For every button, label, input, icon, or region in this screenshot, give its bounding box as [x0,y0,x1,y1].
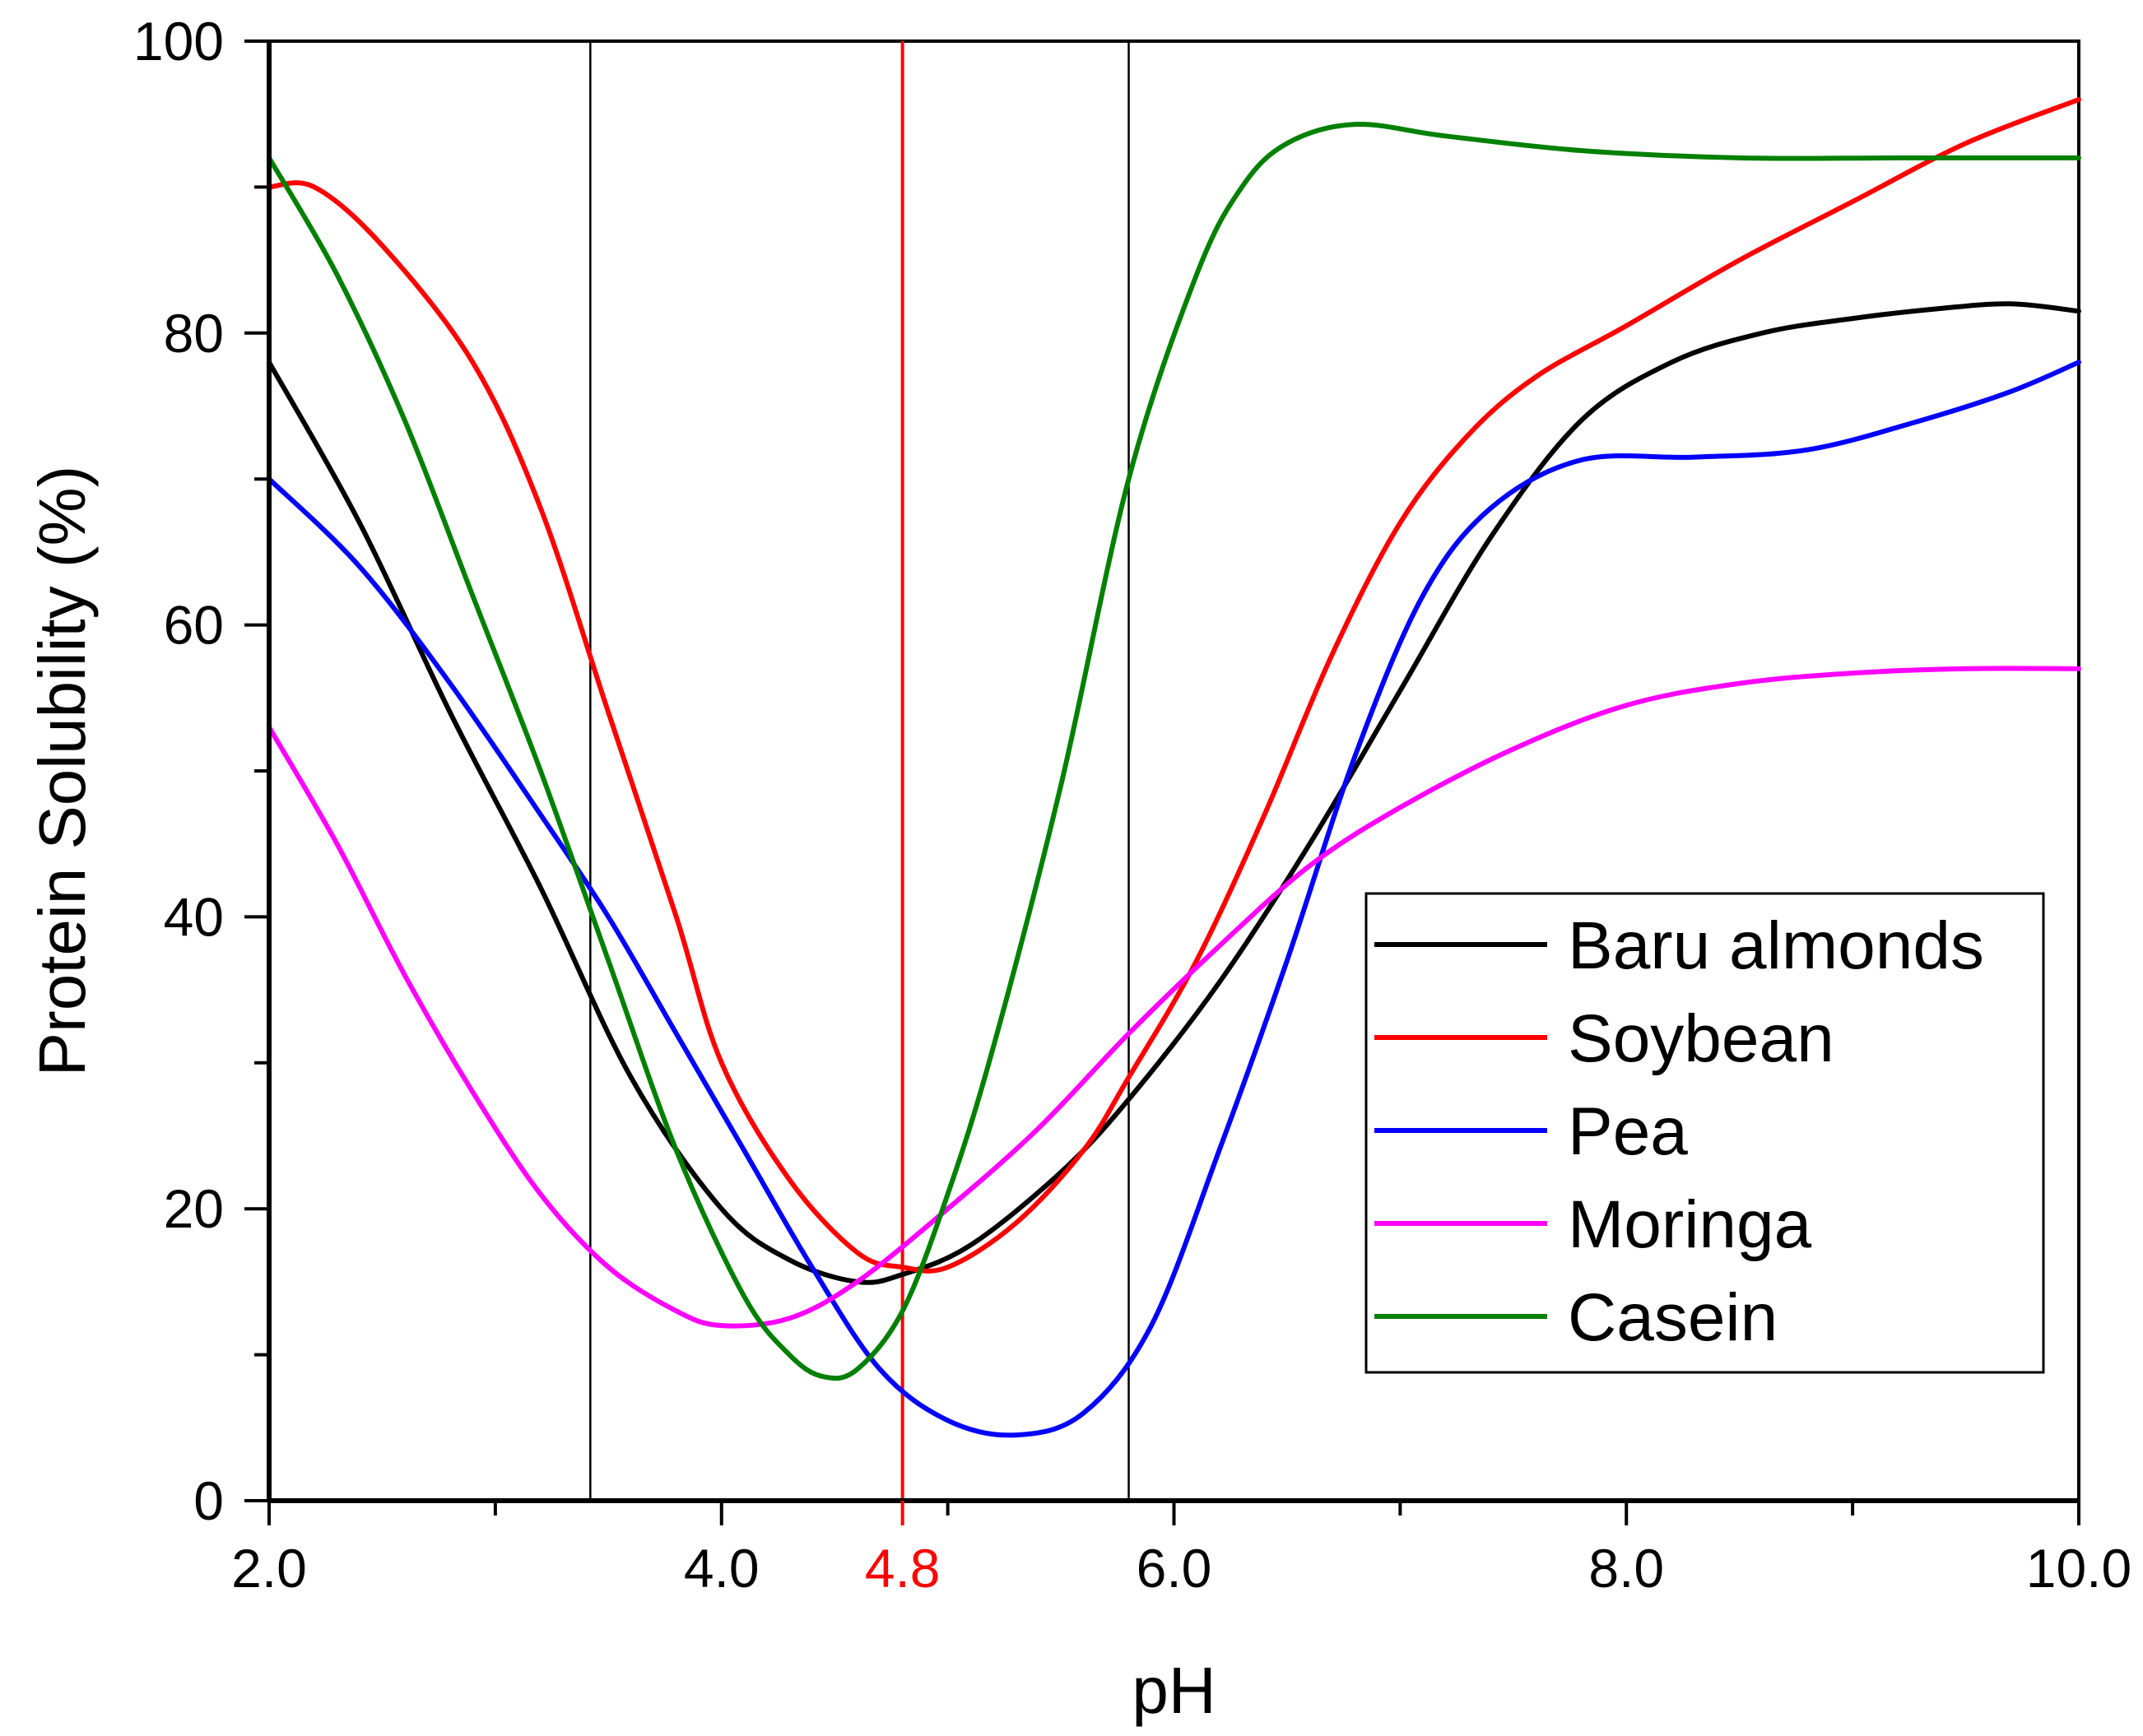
legend: Baru almonds Soybean Pea Moringa Casein [1364,892,2045,1374]
series-line-soybean [267,97,2081,1274]
series-line-moringa [267,666,2081,1329]
y-tick-label: 40 [164,886,224,947]
y-tick-label: 60 [164,595,224,656]
x-tick-label: 8.0 [1588,1538,1664,1599]
legend-label-baru-almonds: Baru almonds [1568,908,1984,983]
series-line-baru-almonds [267,301,2081,1285]
y-axis-title: Protein Solubility (%) [26,466,99,1077]
reference-lines [589,41,1130,1501]
legend-label-casein: Casein [1568,1280,1778,1355]
x-axis-title: pH [1132,1654,1216,1727]
y-tick-label: 80 [164,303,224,364]
series-line-pea [267,360,2081,1438]
y-tick-label: 100 [133,11,224,72]
reference-tick-label: 4.8 [865,1538,941,1599]
series-lines [267,97,2081,1438]
x-tick-label: 10.0 [2026,1538,2131,1599]
y-tick-label: 20 [164,1178,224,1239]
axes: 2.0 4.0 6.0 8.0 10.0 4.8 0 20 40 60 80 100 [133,11,2131,1599]
x-tick-label: 2.0 [231,1538,307,1599]
legend-label-soybean: Soybean [1568,1001,1834,1076]
series-line-casein [267,121,2081,1381]
legend-label-pea: Pea [1568,1094,1688,1169]
y-tick-label: 0 [193,1470,224,1531]
x-tick-label: 6.0 [1137,1538,1212,1599]
legend-label-moringa: Moringa [1568,1187,1812,1262]
x-tick-label: 4.0 [684,1538,760,1599]
